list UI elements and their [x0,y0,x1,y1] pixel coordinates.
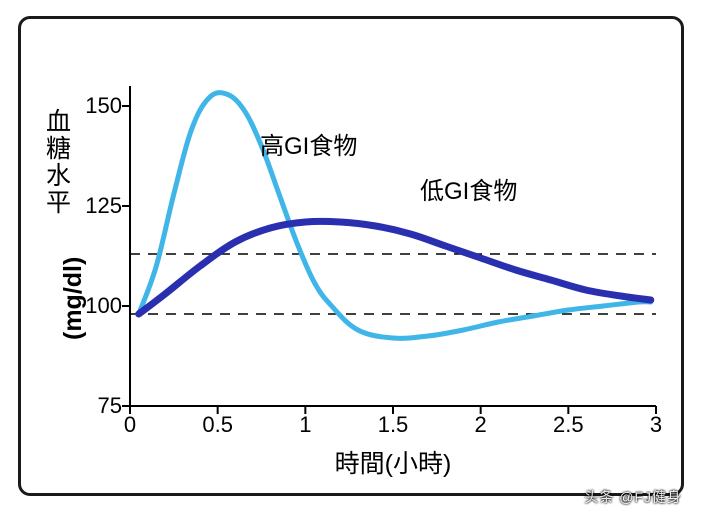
y-tick-label: 150 [62,93,122,119]
watermark-text: 头条 @FJ健身 [584,487,682,507]
series-label-low-gi: 低GI食物 [420,171,517,206]
series-low_gi [139,221,651,314]
y-tick-label: 75 [62,393,122,419]
chart-plot-area: 75100125150 00.511.522.53 高GI食物 低GI食物 時間… [130,86,656,406]
y-tick-label: 125 [62,193,122,219]
x-tick-label: 2 [475,412,487,438]
x-tick-label: 1 [299,412,311,438]
series-high_gi [139,93,651,339]
y-axis-label-latin: (mg/dl) [60,257,88,340]
series-label-high-gi: 高GI食物 [260,126,357,161]
x-tick-label: 2.5 [553,412,584,438]
x-tick-label: 0.5 [202,412,233,438]
x-tick-label: 3 [650,412,662,438]
chart-svg [130,86,656,406]
y-axis-label-cjk: 血糖水平 [42,108,70,216]
x-axis-label: 時間(小時) [335,444,452,480]
x-tick-label: 0 [124,412,136,438]
x-tick-label: 1.5 [378,412,409,438]
